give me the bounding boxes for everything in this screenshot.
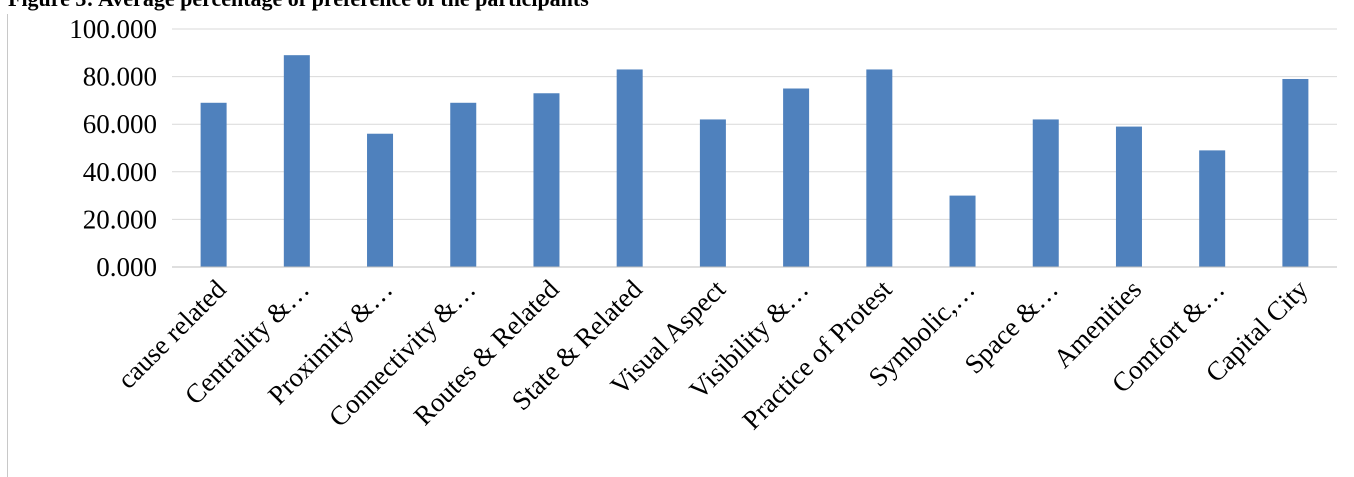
chart-frame-edge	[7, 14, 8, 477]
gridlines	[172, 28, 1337, 220]
bar	[450, 102, 477, 267]
bar	[283, 55, 310, 268]
y-tick-label: 80.000	[83, 62, 157, 92]
bar	[866, 69, 893, 268]
y-tick-label: 100.000	[69, 14, 157, 44]
bar	[200, 102, 227, 267]
bar	[1282, 78, 1309, 267]
x-category-label: Routes & Related	[408, 274, 565, 431]
x-category-label: Practice of Protest	[736, 274, 898, 436]
chart-title: Figure 3: Average percentage of preferen…	[8, 0, 589, 12]
bar	[1032, 119, 1059, 267]
y-tick-label: 40.000	[83, 157, 157, 187]
x-category-label: Connectivity &…	[323, 274, 482, 433]
bars	[200, 55, 1309, 268]
bar	[783, 88, 810, 267]
y-tick-label: 0.000	[96, 252, 157, 282]
y-tick-label: 20.000	[83, 204, 157, 234]
bar	[1115, 126, 1142, 267]
y-axis-ticks: 0.000 20.000 40.000 60.000 80.000 100.000	[69, 14, 157, 282]
bar	[533, 93, 560, 267]
bar	[699, 119, 726, 267]
bar	[1199, 150, 1226, 267]
bar	[616, 69, 643, 268]
y-tick-label: 60.000	[83, 109, 157, 139]
bar	[949, 195, 976, 267]
bar	[367, 133, 394, 267]
